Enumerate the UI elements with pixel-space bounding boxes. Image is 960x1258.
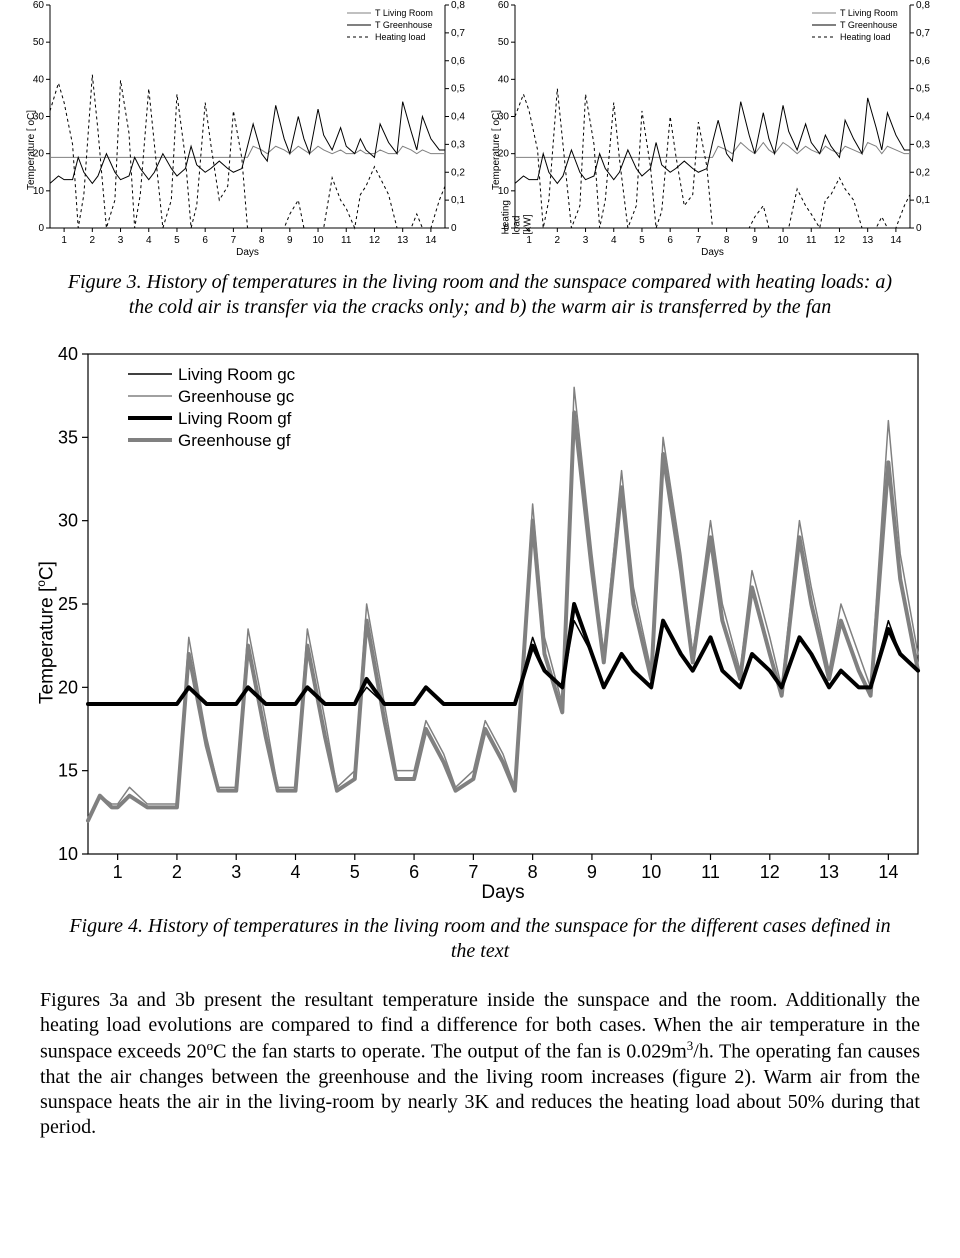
- svg-text:14: 14: [878, 862, 898, 882]
- svg-text:60: 60: [498, 0, 510, 11]
- svg-text:1: 1: [526, 235, 532, 246]
- svg-text:6: 6: [667, 235, 673, 246]
- figure-4-caption: Figure 4. History of temperatures in the…: [60, 914, 900, 964]
- svg-text:1: 1: [61, 235, 67, 246]
- svg-text:9: 9: [752, 235, 758, 246]
- svg-text:40: 40: [58, 344, 78, 364]
- svg-text:Greenhouse gc: Greenhouse gc: [178, 387, 295, 406]
- svg-text:3: 3: [583, 235, 589, 246]
- svg-text:13: 13: [862, 235, 874, 246]
- svg-text:T Living Room: T Living Room: [840, 8, 898, 18]
- svg-text:50: 50: [33, 37, 45, 48]
- svg-text:3: 3: [231, 862, 241, 882]
- svg-text:0,2: 0,2: [916, 167, 930, 178]
- chart-a-left-label: Temperature [ oC]: [26, 110, 37, 190]
- svg-text:5: 5: [639, 235, 645, 246]
- svg-text:1: 1: [113, 862, 123, 882]
- svg-text:6: 6: [202, 235, 208, 246]
- svg-text:0,7: 0,7: [916, 28, 930, 39]
- svg-text:25: 25: [58, 594, 78, 614]
- svg-text:20: 20: [58, 677, 78, 697]
- figure-3a-chart: 010203040506000,10,20,30,40,50,60,70,812…: [20, 0, 475, 260]
- svg-text:4: 4: [290, 862, 300, 882]
- svg-text:0,1: 0,1: [916, 195, 930, 206]
- svg-text:35: 35: [58, 427, 78, 447]
- svg-text:9: 9: [287, 235, 293, 246]
- svg-text:T Living Room: T Living Room: [375, 8, 433, 18]
- svg-text:40: 40: [498, 74, 510, 85]
- svg-text:2: 2: [90, 235, 96, 246]
- svg-text:0,7: 0,7: [451, 28, 465, 39]
- svg-text:10: 10: [312, 235, 324, 246]
- svg-text:2: 2: [172, 862, 182, 882]
- svg-text:T Greenhouse: T Greenhouse: [375, 20, 432, 30]
- svg-text:Days: Days: [701, 247, 724, 258]
- svg-text:Living Room gc: Living Room gc: [178, 365, 296, 384]
- figure-3b-chart: 010203040506000,10,20,30,40,50,60,70,812…: [485, 0, 940, 260]
- svg-text:Heating load: Heating load: [840, 32, 891, 42]
- body-paragraph: Figures 3a and 3b present the resultant …: [40, 988, 920, 1140]
- svg-text:14: 14: [890, 235, 902, 246]
- svg-text:Days: Days: [236, 247, 259, 258]
- svg-text:Greenhouse gf: Greenhouse gf: [178, 431, 291, 450]
- svg-text:6: 6: [409, 862, 419, 882]
- svg-text:3: 3: [118, 235, 124, 246]
- svg-text:4: 4: [146, 235, 152, 246]
- svg-text:14: 14: [425, 235, 437, 246]
- svg-text:0,1: 0,1: [451, 195, 465, 206]
- svg-text:8: 8: [724, 235, 730, 246]
- svg-text:11: 11: [806, 235, 817, 246]
- svg-text:30: 30: [58, 511, 78, 531]
- svg-text:0,2: 0,2: [451, 167, 465, 178]
- svg-text:9: 9: [587, 862, 597, 882]
- svg-text:50: 50: [498, 37, 510, 48]
- svg-text:T Greenhouse: T Greenhouse: [840, 20, 897, 30]
- svg-text:0: 0: [451, 223, 457, 234]
- svg-text:Days: Days: [481, 882, 524, 903]
- big-chart-y-label: Temperature [oC]: [34, 561, 58, 704]
- svg-text:12: 12: [760, 862, 780, 882]
- svg-text:0: 0: [916, 223, 922, 234]
- svg-text:7: 7: [468, 862, 478, 882]
- svg-text:13: 13: [819, 862, 839, 882]
- figure-4-chart: 101520253035401234567891011121314DaysLiv…: [30, 344, 930, 904]
- svg-text:11: 11: [701, 862, 720, 882]
- svg-text:0,5: 0,5: [451, 84, 465, 95]
- svg-text:8: 8: [259, 235, 265, 246]
- svg-text:40: 40: [33, 74, 45, 85]
- svg-text:11: 11: [341, 235, 352, 246]
- svg-text:15: 15: [58, 761, 78, 781]
- svg-text:12: 12: [369, 235, 381, 246]
- svg-text:0,4: 0,4: [916, 112, 930, 123]
- svg-text:0: 0: [503, 223, 509, 234]
- svg-text:10: 10: [58, 844, 78, 864]
- chart-b-left-label: Temperature [ oC]: [491, 110, 502, 190]
- svg-text:10: 10: [777, 235, 789, 246]
- svg-text:Living Room gf: Living Room gf: [178, 409, 292, 428]
- svg-text:0,3: 0,3: [916, 139, 930, 150]
- svg-text:0,6: 0,6: [916, 56, 930, 67]
- svg-text:5: 5: [174, 235, 180, 246]
- svg-text:5: 5: [350, 862, 360, 882]
- svg-text:10: 10: [641, 862, 661, 882]
- svg-text:0: 0: [38, 223, 44, 234]
- svg-text:4: 4: [611, 235, 617, 246]
- svg-text:0,8: 0,8: [451, 0, 465, 11]
- svg-text:7: 7: [696, 235, 702, 246]
- svg-text:0,6: 0,6: [451, 56, 465, 67]
- svg-text:0,5: 0,5: [916, 84, 930, 95]
- svg-text:Heating load: Heating load: [375, 32, 426, 42]
- svg-text:7: 7: [231, 235, 237, 246]
- svg-text:0,3: 0,3: [451, 139, 465, 150]
- svg-text:13: 13: [397, 235, 409, 246]
- svg-text:8: 8: [528, 862, 538, 882]
- svg-text:12: 12: [834, 235, 846, 246]
- svg-text:0,8: 0,8: [916, 0, 930, 11]
- svg-text:60: 60: [33, 0, 45, 11]
- svg-text:2: 2: [555, 235, 561, 246]
- svg-text:0,4: 0,4: [451, 112, 465, 123]
- figure-3-caption: Figure 3. History of temperatures in the…: [60, 270, 900, 320]
